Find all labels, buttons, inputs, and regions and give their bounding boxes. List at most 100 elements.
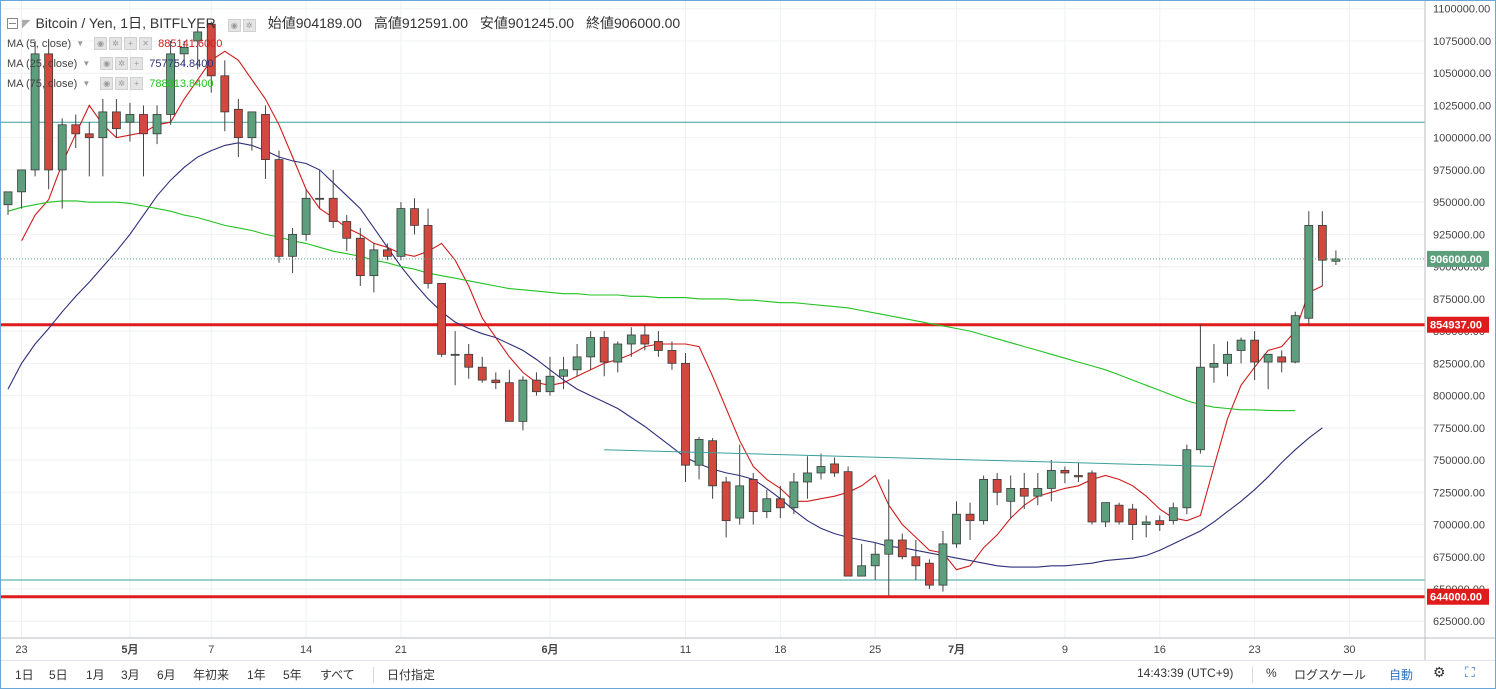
candle[interactable] (830, 457, 839, 477)
candle[interactable] (84, 122, 94, 177)
candle[interactable] (532, 372, 541, 396)
candle[interactable] (857, 543, 867, 577)
candle[interactable] (1114, 502, 1124, 525)
range-5d-button[interactable]: 5日 (49, 668, 68, 682)
candle[interactable] (1236, 337, 1246, 364)
candle[interactable] (152, 105, 162, 145)
candle[interactable] (1290, 311, 1300, 364)
candle[interactable] (491, 372, 501, 390)
candle[interactable] (355, 227, 365, 286)
collapse-legend-icon[interactable] (7, 17, 18, 29)
candle[interactable] (504, 369, 514, 422)
candle[interactable] (979, 475, 988, 525)
candle[interactable] (952, 501, 961, 548)
candle[interactable] (342, 215, 352, 252)
candle[interactable] (1033, 472, 1043, 506)
candle[interactable] (1317, 211, 1327, 286)
candle[interactable] (288, 227, 297, 274)
candle[interactable] (1046, 460, 1056, 502)
candle[interactable] (57, 118, 67, 209)
gear-icon[interactable]: ✲ (242, 18, 256, 32)
candle[interactable] (1168, 502, 1178, 525)
trend-line[interactable] (604, 449, 1214, 467)
candle[interactable] (1074, 462, 1083, 482)
candle[interactable] (843, 466, 853, 577)
candle[interactable] (1304, 211, 1314, 325)
candle[interactable] (911, 540, 921, 580)
candle[interactable] (1006, 475, 1016, 519)
eye-icon[interactable]: ◉ (100, 77, 114, 90)
candle[interactable] (450, 331, 460, 386)
candle[interactable] (897, 533, 907, 560)
goto-date-button[interactable]: 日付指定 (387, 668, 436, 682)
gear-icon[interactable]: ✲ (115, 77, 129, 90)
candle[interactable] (139, 105, 148, 177)
candle[interactable] (220, 60, 230, 132)
candle[interactable] (1223, 341, 1232, 377)
candle[interactable] (1155, 515, 1165, 531)
candle[interactable] (315, 169, 325, 209)
candle[interactable] (112, 99, 121, 138)
candle[interactable] (816, 453, 826, 480)
candle[interactable] (1128, 503, 1138, 540)
candle[interactable] (464, 344, 474, 379)
candle[interactable] (261, 105, 270, 179)
candle[interactable] (369, 243, 379, 293)
candle[interactable] (518, 376, 528, 431)
plus-icon[interactable]: + (130, 77, 144, 90)
candle[interactable] (1141, 515, 1151, 538)
candle[interactable] (3, 191, 13, 216)
candle[interactable] (545, 356, 555, 396)
candle[interactable] (613, 341, 623, 373)
auto-scale-toggle[interactable]: 自動 (1389, 668, 1414, 682)
symbol-title[interactable]: Bitcoin / Yen, 1日, BITFLYER (35, 15, 216, 31)
range-3m-button[interactable]: 3月 (121, 668, 140, 682)
candle[interactable] (410, 198, 419, 235)
candle[interactable] (382, 243, 392, 261)
candle[interactable] (572, 344, 582, 377)
candle[interactable] (1087, 470, 1097, 525)
candle[interactable] (884, 479, 894, 596)
candle[interactable] (206, 21, 216, 93)
candle[interactable] (694, 436, 704, 480)
range-5y-button[interactable]: 5年 (283, 668, 302, 682)
gear-icon[interactable]: ✲ (109, 37, 123, 50)
candle[interactable] (992, 472, 1002, 506)
range-all-button[interactable]: すべて (320, 668, 355, 682)
candle[interactable] (1182, 444, 1192, 515)
candle[interactable] (626, 327, 636, 357)
range-1d-button[interactable]: 1日 (15, 668, 34, 682)
candle[interactable] (30, 40, 40, 177)
chevron-down-icon[interactable]: ▼ (82, 59, 91, 68)
candle[interactable] (423, 208, 433, 289)
candle[interactable] (437, 282, 447, 357)
chevron-down-icon[interactable]: ▼ (82, 79, 91, 88)
candle[interactable] (586, 331, 596, 370)
candle[interactable] (233, 99, 243, 158)
candle[interactable] (396, 202, 406, 261)
candle[interactable] (735, 444, 745, 525)
candle[interactable] (708, 438, 717, 499)
candle[interactable] (166, 40, 176, 125)
candle[interactable] (328, 169, 338, 228)
candle[interactable] (1331, 250, 1341, 266)
range-1y-button[interactable]: 1年 (247, 668, 266, 682)
candle[interactable] (179, 40, 189, 67)
candle[interactable] (98, 99, 108, 177)
range-1m-button[interactable]: 1月 (86, 668, 105, 682)
price-chart[interactable]: 1100000.00 1075000.00 1050000.00 1025000.00… (1, 1, 1495, 660)
log-scale-toggle[interactable]: ログスケール (1294, 668, 1367, 682)
candle[interactable] (1019, 472, 1029, 510)
candle[interactable] (247, 111, 257, 151)
close-icon[interactable]: ✕ (139, 37, 153, 50)
candle[interactable] (71, 114, 81, 148)
gear-icon[interactable]: ✲ (115, 57, 129, 70)
candle[interactable] (1277, 350, 1287, 373)
candle[interactable] (1250, 331, 1259, 381)
candle[interactable] (938, 530, 948, 592)
candle[interactable] (654, 331, 663, 357)
candle[interactable] (870, 542, 880, 580)
range-6m-button[interactable]: 6月 (157, 668, 176, 682)
candle[interactable] (274, 150, 284, 263)
percent-toggle[interactable]: % (1266, 666, 1277, 680)
